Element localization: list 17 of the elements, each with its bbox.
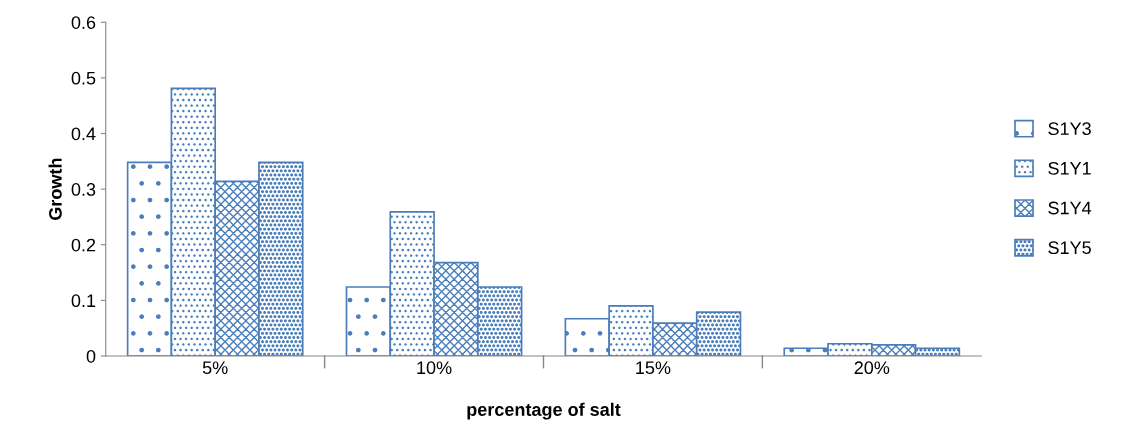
legend-label: S1Y4	[1048, 201, 1092, 215]
y-tick-label: 0.4	[71, 127, 96, 141]
y-tick-label: 0.1	[71, 294, 96, 308]
y-tick-label: 0.6	[71, 16, 96, 29]
x-tick-label: 5%	[202, 361, 228, 375]
x-axis-title: percentage of salt	[467, 402, 621, 420]
legend-label: S1Y3	[1048, 122, 1091, 136]
x-tick-label: 20%	[854, 361, 890, 375]
y-tick-label: 0	[86, 349, 96, 363]
x-tick-label: 15%	[636, 361, 671, 375]
legend-label: S1Y5	[1048, 241, 1091, 255]
y-tick-label: 0.2	[71, 238, 96, 252]
x-tick-label: 10%	[417, 361, 452, 375]
legend-label: S1Y1	[1048, 161, 1091, 175]
y-tick-label: 0.5	[71, 71, 96, 85]
y-tick-label: 0.3	[71, 183, 96, 196]
y-axis-title: Growth	[48, 158, 62, 220]
